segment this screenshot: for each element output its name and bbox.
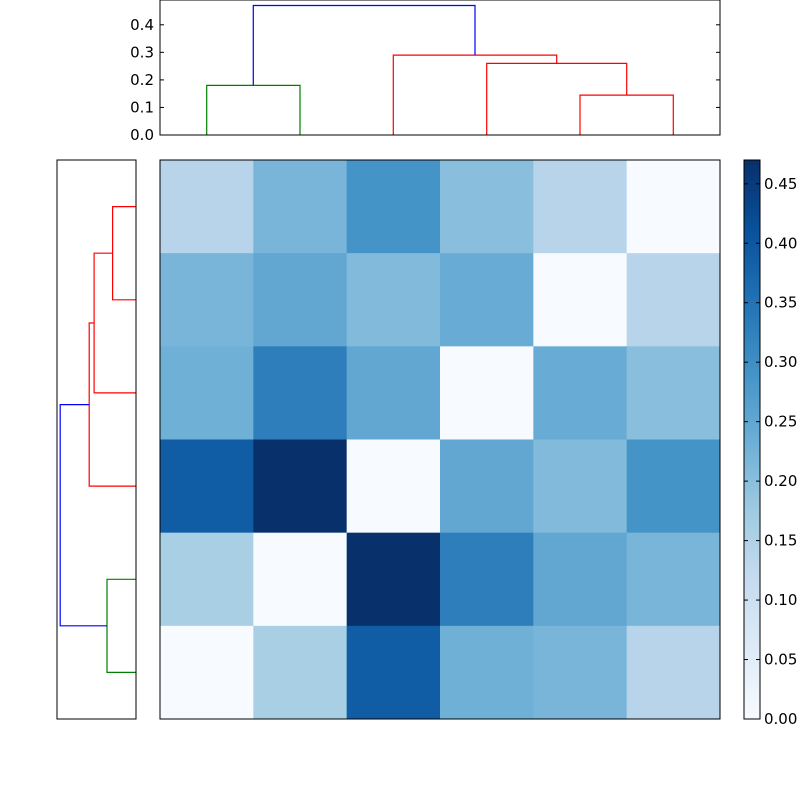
heatmap-cell-r4-c2 — [346, 532, 441, 627]
heatmap-cell-r0-c5 — [626, 160, 721, 254]
heatmap-cell-r4-c0 — [160, 532, 254, 627]
heatmap-cell-r0-c3 — [440, 160, 534, 254]
top-dendrogram-links — [206, 4, 674, 135]
top-dendrogram-tick-label: 0.1 — [130, 98, 154, 116]
heatmap-cell-r4-c4 — [533, 532, 628, 627]
heatmap-cell-r5-c2 — [346, 625, 441, 720]
heatmap-cell-r5-c1 — [253, 625, 348, 720]
heatmap-frame — [159, 159, 721, 720]
heatmap-cell-r5-c3 — [440, 625, 534, 720]
heatmap-cell-r0-c1 — [253, 160, 348, 254]
heatmap-cell-r3-c0 — [160, 439, 254, 534]
top-dendrogram-link-red — [579, 94, 674, 135]
heatmap-cell-r0-c4 — [533, 160, 628, 254]
colorbar-tick-label: 0.15 — [764, 532, 797, 550]
left-dendrogram-link-red — [88, 322, 136, 487]
heatmap-cell-r3-c1 — [253, 439, 348, 534]
left-dendrogram-panel — [56, 159, 137, 720]
heatmap-cell-r5-c4 — [533, 625, 628, 720]
heatmap-cell-r3-c5 — [626, 439, 721, 534]
top-dendrogram-link-red — [486, 62, 628, 135]
colorbar-tick-label: 0.00 — [764, 710, 797, 728]
left-dendrogram-frame — [56, 159, 137, 720]
top-dendrogram-link-blue — [252, 4, 476, 86]
top-dendrogram-frame — [159, 0, 721, 136]
colorbar-tick-label: 0.30 — [764, 353, 797, 371]
left-dendrogram-links — [59, 206, 136, 674]
colorbar-tick-label: 0.25 — [764, 413, 797, 431]
heatmap-cell-r2-c5 — [626, 346, 721, 440]
left-dendrogram-link-red — [93, 252, 136, 394]
heatmap-cell-r2-c0 — [160, 346, 254, 440]
heatmap-cell-r1-c3 — [440, 253, 534, 347]
heatmap-cell-r5-c0 — [160, 625, 254, 720]
heatmap-cell-r3-c4 — [533, 439, 628, 534]
top-dendrogram-tick-label: 0.0 — [130, 126, 154, 144]
top-dendrogram-y-axis: 0.0 0.1 0.2 0.3 0.4 — [130, 16, 720, 144]
colorbar-tick-label: 0.10 — [764, 591, 797, 609]
colorbar-tick-label: 0.05 — [764, 651, 797, 669]
heatmap-cell-r2-c4 — [533, 346, 628, 440]
colorbar-gradient — [744, 160, 760, 719]
heatmap-cell-r2-c1 — [253, 346, 348, 440]
top-dendrogram-link-green — [206, 84, 301, 135]
heatmap-cell-r4-c3 — [440, 532, 534, 627]
top-dendrogram-tick-label: 0.3 — [130, 43, 154, 61]
left-dendrogram-link-green — [106, 578, 136, 674]
heatmap-cell-r4-c5 — [626, 532, 721, 627]
heatmap-cell-r4-c1 — [253, 532, 348, 627]
heatmap-cell-r3-c3 — [440, 439, 534, 534]
colorbar-axis: 0.00 0.05 0.10 0.15 0.20 0.25 0.30 0.35 0.40 0.45 — [744, 175, 797, 728]
heatmap-cell-r3-c2 — [346, 439, 441, 534]
top-dendrogram-link-red — [392, 54, 558, 135]
heatmap-cell-r5-c5 — [626, 625, 721, 720]
top-dendrogram-tick-label: 0.2 — [130, 71, 154, 89]
colorbar-tick-label: 0.35 — [764, 294, 797, 312]
heatmap-cell-r0-c2 — [346, 160, 441, 254]
left-dendrogram-link-blue — [59, 404, 107, 627]
heatmap-cell-r0-c0 — [160, 160, 254, 254]
heatmap-cell-r1-c1 — [253, 253, 348, 347]
heatmap-cell-r2-c2 — [346, 346, 441, 440]
heatmap-cell-r1-c4 — [533, 253, 628, 347]
colorbar-tick-label: 0.45 — [764, 175, 797, 193]
colorbar-panel: 0.00 0.05 0.10 0.15 0.20 0.25 0.30 0.35 0.40 0.45 — [743, 159, 797, 728]
heatmap-cell-r1-c0 — [160, 253, 254, 347]
colorbar-tick-label: 0.40 — [764, 234, 797, 252]
top-dendrogram-panel: 0.0 0.1 0.2 0.3 0.4 — [130, 0, 721, 144]
heatmap-cells — [160, 160, 721, 720]
heatmap-cell-r1-c2 — [346, 253, 441, 347]
colorbar-frame — [743, 159, 761, 720]
colorbar-tick-label: 0.20 — [764, 472, 797, 490]
heatmap-cell-r2-c3 — [440, 346, 534, 440]
heatmap-cell-r1-c5 — [626, 253, 721, 347]
heatmap-panel — [159, 159, 721, 720]
left-dendrogram-link-red — [111, 206, 136, 301]
top-dendrogram-tick-label: 0.4 — [130, 16, 154, 34]
